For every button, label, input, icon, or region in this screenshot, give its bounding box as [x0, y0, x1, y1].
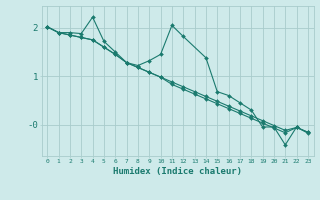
X-axis label: Humidex (Indice chaleur): Humidex (Indice chaleur) — [113, 167, 242, 176]
